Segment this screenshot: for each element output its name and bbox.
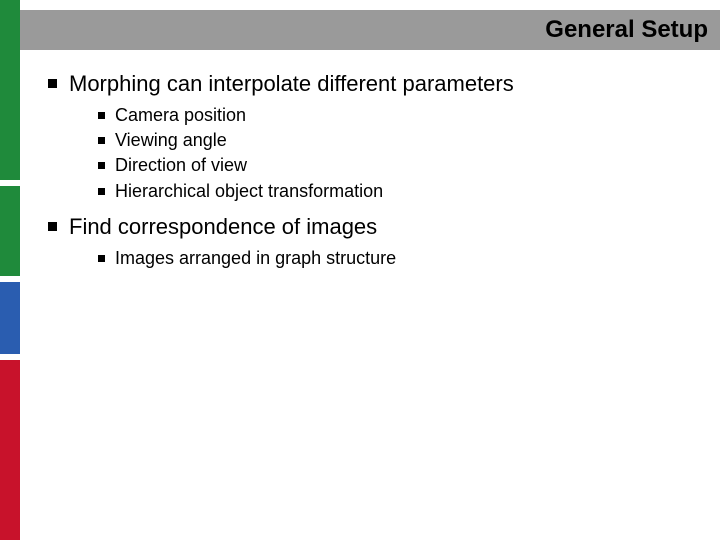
bullet-square-icon — [48, 222, 57, 231]
bullet-square-icon — [98, 162, 105, 169]
bullet-square-icon — [98, 255, 105, 262]
bullet-l2: Images arranged in graph structure — [98, 247, 700, 270]
slide-title: General Setup — [545, 16, 708, 44]
sidebar-stripe — [0, 0, 20, 540]
bullet-text: Direction of view — [115, 154, 247, 177]
sidebar-seg-2 — [0, 282, 20, 354]
sidebar-seg-3 — [0, 360, 20, 540]
bullet-text: Hierarchical object transformation — [115, 180, 383, 203]
slide-content: Morphing can interpolate different param… — [48, 70, 700, 280]
bullet-square-icon — [98, 112, 105, 119]
title-bar: General Setup — [20, 10, 720, 50]
bullet-l2: Camera position — [98, 104, 700, 127]
bullet-text: Find correspondence of images — [69, 213, 377, 241]
bullet-square-icon — [98, 137, 105, 144]
bullet-l2: Viewing angle — [98, 129, 700, 152]
sidebar-seg-0 — [0, 0, 20, 180]
bullet-text: Morphing can interpolate different param… — [69, 70, 514, 98]
bullet-text: Images arranged in graph structure — [115, 247, 396, 270]
sub-list: Camera position Viewing angle Direction … — [98, 104, 700, 204]
bullet-text: Viewing angle — [115, 129, 227, 152]
bullet-l1: Morphing can interpolate different param… — [48, 70, 700, 98]
bullet-square-icon — [48, 79, 57, 88]
sidebar-seg-1 — [0, 186, 20, 276]
bullet-square-icon — [98, 188, 105, 195]
sub-list: Images arranged in graph structure — [98, 247, 700, 270]
bullet-text: Camera position — [115, 104, 246, 127]
bullet-l1: Find correspondence of images — [48, 213, 700, 241]
bullet-l2: Hierarchical object transformation — [98, 180, 700, 203]
bullet-l2: Direction of view — [98, 154, 700, 177]
